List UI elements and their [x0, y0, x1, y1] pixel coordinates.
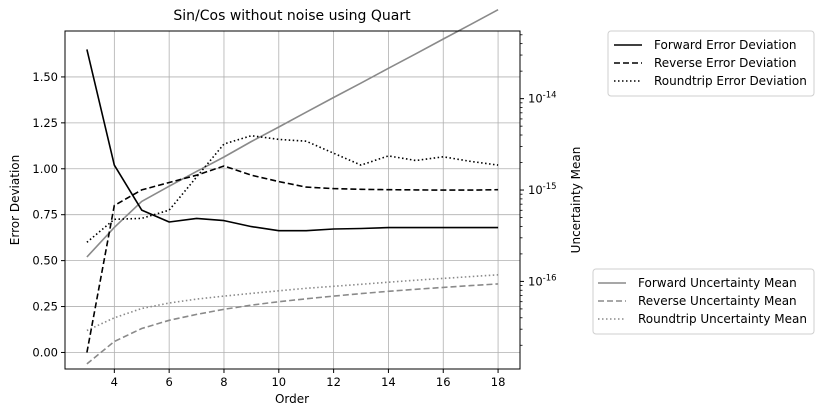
x-tick-label: 10 — [271, 375, 286, 389]
chart-title: Sin/Cos without noise using Quart — [173, 8, 411, 24]
left-y-tick-label: 0.50 — [32, 254, 58, 268]
left-y-tick-label: 1.50 — [32, 70, 58, 84]
legend-uncertainty-box — [592, 268, 815, 335]
x-axis-label: Order — [275, 392, 309, 406]
x-tick-label: 6 — [165, 375, 172, 389]
left-y-tick-label: 0.00 — [32, 345, 58, 359]
right-y-tick-label: 10-15 — [528, 182, 557, 197]
error-series-3-line — [86, 134, 499, 243]
legend-error-label-1: Forward Error Deviation — [654, 38, 797, 52]
left-y-axis-label: Error Deviation — [8, 155, 22, 245]
right-y-tick-label: 10-14 — [528, 91, 557, 106]
uncertainty-series-3-line — [86, 274, 499, 332]
left-y-tick-label: 0.75 — [32, 208, 58, 222]
x-tick-label: 4 — [111, 375, 118, 389]
x-tick-label: 8 — [220, 375, 227, 389]
x-tick-label: 16 — [436, 375, 451, 389]
legend-uncertainty: Forward Uncertainty Mean Reverse Uncertai… — [592, 268, 815, 335]
uncertainty-series-1-line — [86, 8, 499, 258]
legend-error-box — [607, 30, 815, 97]
left-y-tick-label: 1.00 — [32, 162, 58, 176]
legend-error-label-3: Roundtrip Error Deviation — [654, 74, 807, 88]
left-y-tick-label: 1.25 — [32, 116, 58, 130]
x-axis-ticks: 4 6 8 10 12 14 16 18 — [111, 369, 506, 389]
right-y-axis-ticks: 10-16 10-15 10-14 — [520, 34, 557, 346]
error-series-1-line — [86, 49, 499, 232]
grid — [65, 31, 520, 369]
right-y-tick-label: 10-16 — [528, 273, 557, 288]
plot-frame — [64, 30, 521, 370]
error-series-2-line — [86, 165, 499, 353]
left-y-axis-ticks: 0.00 0.25 0.50 0.75 1.00 1.25 1.50 — [32, 70, 65, 359]
legend-uncertainty-label-1: Forward Uncertainty Mean — [638, 276, 797, 290]
left-y-tick-label: 0.25 — [32, 300, 58, 314]
uncertainty-series-2-line — [86, 283, 499, 365]
legend-error-label-2: Reverse Error Deviation — [654, 56, 797, 70]
legend-uncertainty-label-2: Reverse Uncertainty Mean — [638, 294, 797, 308]
x-tick-label: 12 — [326, 375, 341, 389]
legend-error: Forward Error Deviation Reverse Error Dev… — [607, 30, 815, 97]
x-tick-label: 14 — [381, 375, 396, 389]
x-tick-label: 18 — [491, 375, 506, 389]
legend-uncertainty-label-3: Roundtrip Uncertainty Mean — [638, 312, 807, 326]
series-layer — [86, 8, 499, 365]
right-y-axis-label: Uncertainty Mean — [569, 147, 583, 254]
